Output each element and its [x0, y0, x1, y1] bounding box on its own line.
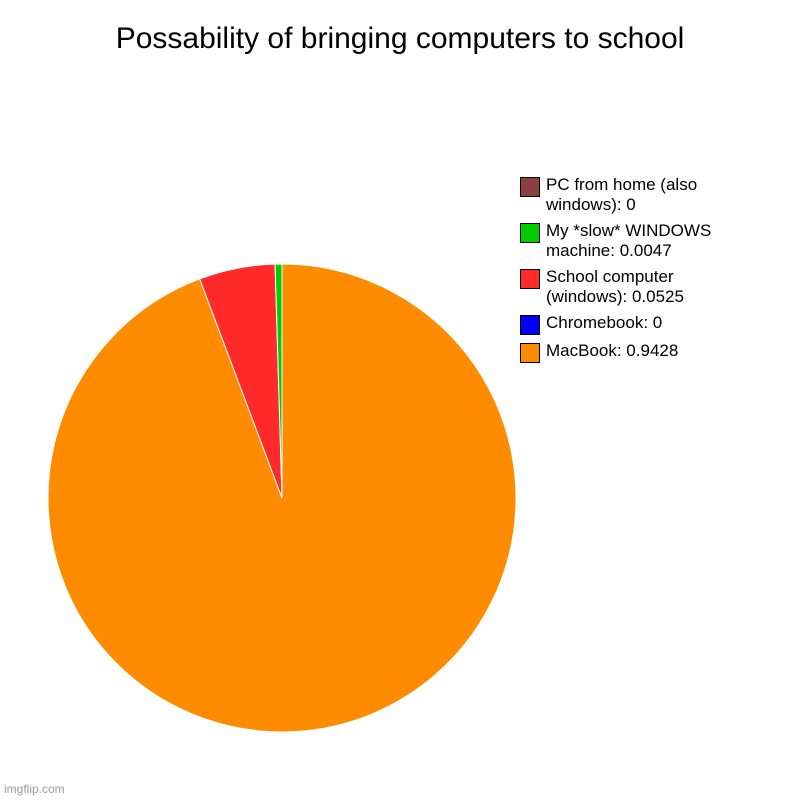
legend-item: My *slow* WINDOWS machine: 0.0047 [520, 221, 750, 261]
pie-svg [48, 264, 516, 732]
pie-chart [48, 264, 516, 737]
legend-item: MacBook: 0.9428 [520, 341, 750, 363]
legend-item: School computer (windows): 0.0525 [520, 267, 750, 307]
legend-label: MacBook: 0.9428 [546, 341, 750, 361]
legend-swatch [520, 269, 540, 289]
legend-label: Chromebook: 0 [546, 313, 750, 333]
legend-label: PC from home (also windows): 0 [546, 175, 750, 215]
legend-swatch [520, 315, 540, 335]
legend-swatch [520, 343, 540, 363]
legend: PC from home (also windows): 0 My *slow* … [520, 175, 750, 363]
legend-swatch [520, 177, 540, 197]
chart-title: Possability of bringing computers to sch… [0, 22, 800, 56]
watermark: imgflip.com [4, 782, 65, 796]
legend-swatch [520, 223, 540, 243]
legend-label: School computer (windows): 0.0525 [546, 267, 750, 307]
legend-item: Chromebook: 0 [520, 313, 750, 335]
legend-item: PC from home (also windows): 0 [520, 175, 750, 215]
legend-label: My *slow* WINDOWS machine: 0.0047 [546, 221, 750, 261]
